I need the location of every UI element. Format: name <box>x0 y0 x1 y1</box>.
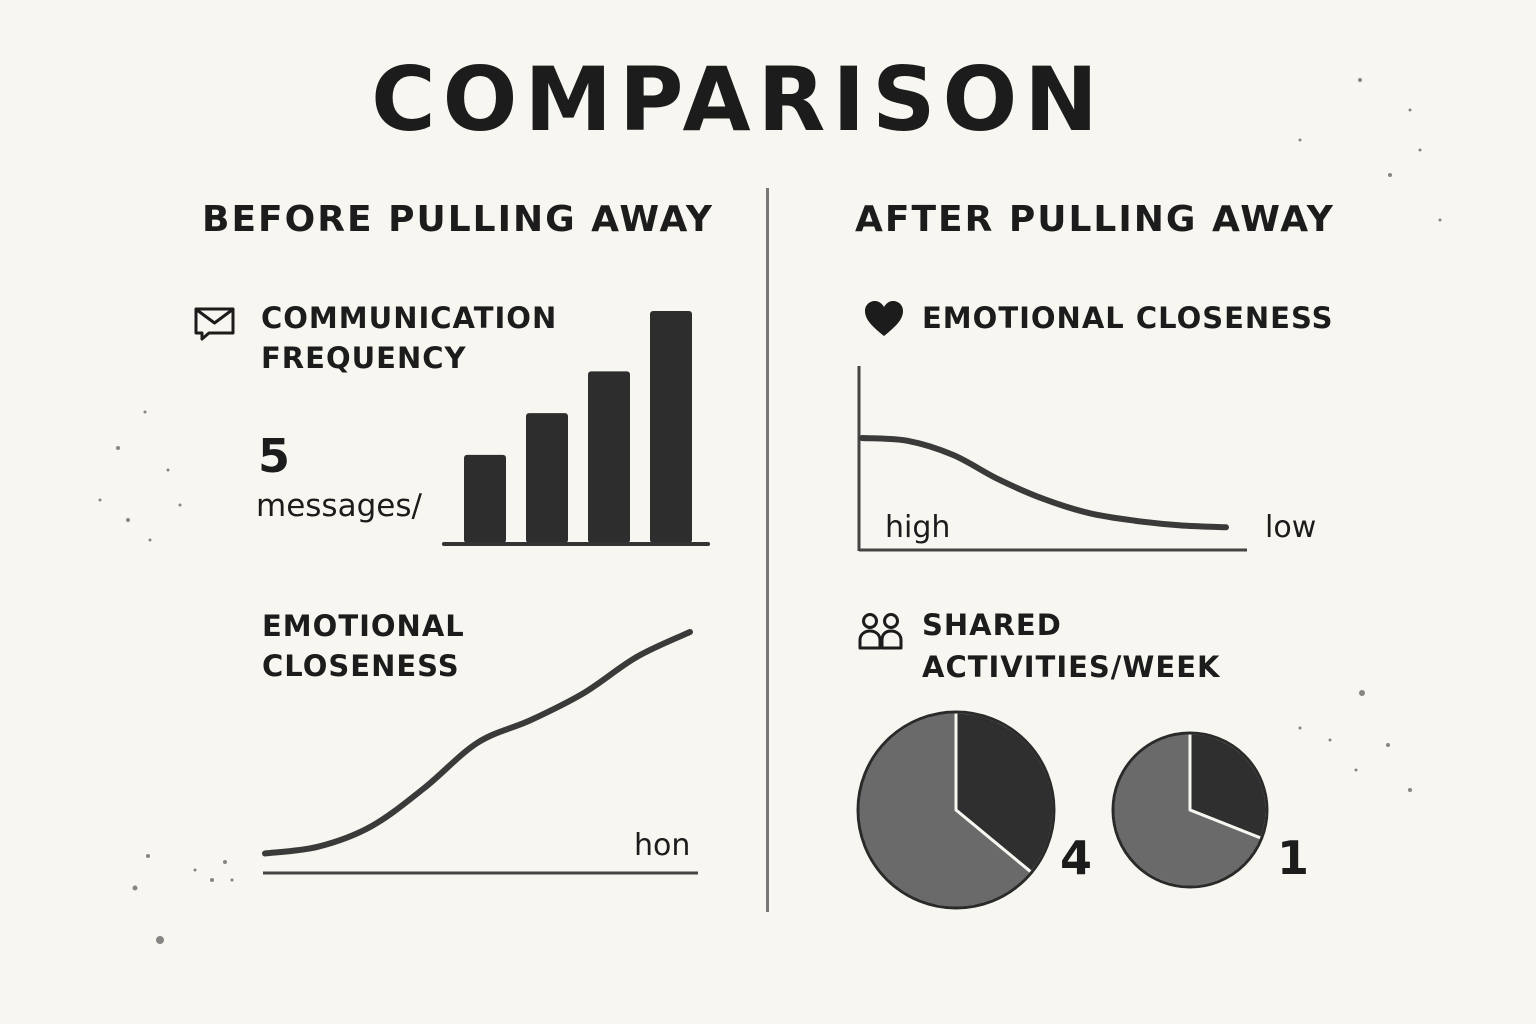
before-closeness-label-line1: EMOTIONAL <box>262 609 465 643</box>
speckle-dot <box>166 468 170 472</box>
pie-2-outline <box>1111 731 1269 889</box>
after-closeness-line-chart <box>857 366 1247 552</box>
speckle-dot <box>1358 78 1362 82</box>
speckle-dot <box>148 538 152 542</box>
pie-label-small: 1 <box>1277 831 1310 885</box>
speckle-dot <box>1438 218 1442 222</box>
activities-pie-charts <box>856 710 1269 910</box>
center-divider <box>766 188 769 912</box>
before-closeness-label-line2: CLOSENESS <box>262 649 460 683</box>
speckle-dot <box>1418 148 1422 152</box>
speckle-dot <box>1328 738 1332 742</box>
activities-label-line1: SHARED <box>922 608 1062 642</box>
speckle-dot <box>156 936 164 944</box>
people-icon <box>858 613 903 650</box>
speckle-dot <box>1354 768 1358 772</box>
speckle-dot <box>116 446 120 450</box>
speckle-dot <box>178 503 182 507</box>
speckle-dot <box>193 868 197 872</box>
after-closeness-end-label: low <box>1265 510 1317 545</box>
messages-count: 5 <box>258 429 291 483</box>
bar-2 <box>526 413 568 543</box>
communication-label-line1: COMMUNICATION <box>261 301 558 335</box>
message-icon <box>194 307 235 341</box>
speckle-dot <box>210 878 214 882</box>
speckle-dot <box>132 885 138 891</box>
communication-label-line2: FREQUENCY <box>261 341 467 375</box>
before-closeness-line <box>262 629 693 857</box>
messages-unit: messages/ <box>256 488 422 524</box>
pie-1-outline <box>856 710 1056 910</box>
pie-label-large: 4 <box>1060 831 1093 885</box>
speckle-dot <box>143 410 147 414</box>
speckle-dot <box>1298 726 1302 730</box>
speckle-dot <box>98 498 102 502</box>
speckle-dot <box>126 518 130 522</box>
after-closeness-start-label: high <box>885 510 951 545</box>
speckle-dot <box>1298 138 1302 142</box>
after-closeness-label: EMOTIONAL CLOSENESS <box>922 301 1334 335</box>
speckle-dot <box>1386 743 1390 747</box>
bar-4 <box>650 311 692 543</box>
before-heading: BEFORE PULLING AWAY <box>202 199 714 240</box>
page-title: COMPARISON <box>371 48 1105 151</box>
speckle-dot <box>1408 788 1412 792</box>
bar-3 <box>588 371 630 543</box>
speckle-dot <box>1388 173 1392 177</box>
before-closeness-axis-text: hon <box>634 828 691 863</box>
speckle-dot <box>1359 690 1365 696</box>
activities-label-line2: ACTIVITIES/WEEK <box>922 650 1221 684</box>
speckle-dot <box>1408 108 1412 112</box>
heart-icon <box>865 301 903 336</box>
after-closeness-line <box>859 435 1229 531</box>
speckle-dot <box>230 878 234 882</box>
speckle-dot <box>146 854 150 858</box>
after-heading: AFTER PULLING AWAY <box>855 199 1335 240</box>
before-closeness-line-chart <box>262 629 698 875</box>
speckle-dot <box>223 860 227 864</box>
bar-1 <box>464 454 506 543</box>
communication-bar-chart <box>442 311 710 546</box>
